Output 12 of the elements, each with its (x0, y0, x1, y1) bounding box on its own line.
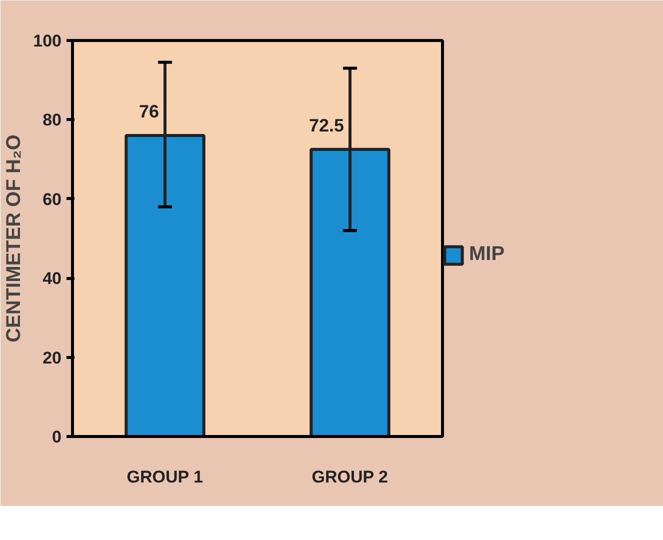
y-axis-title: CENTIMETER OF H₂O (3, 134, 26, 342)
x-tick-label: GROUP 1 (126, 468, 203, 486)
y-tick-label: 20 (42, 348, 62, 368)
data-label: 76 (138, 102, 160, 122)
x-tick-label: GROUP 2 (312, 468, 388, 486)
y-tick-label: 80 (42, 110, 62, 130)
y-tick-label: 60 (42, 190, 62, 209)
y-tick-label: 0 (52, 428, 62, 446)
legend-label: MIP (469, 243, 505, 266)
y-tick-label: 100 (33, 32, 62, 50)
data-label: 72.5 (308, 115, 344, 136)
y-tick-label: 40 (42, 269, 62, 288)
